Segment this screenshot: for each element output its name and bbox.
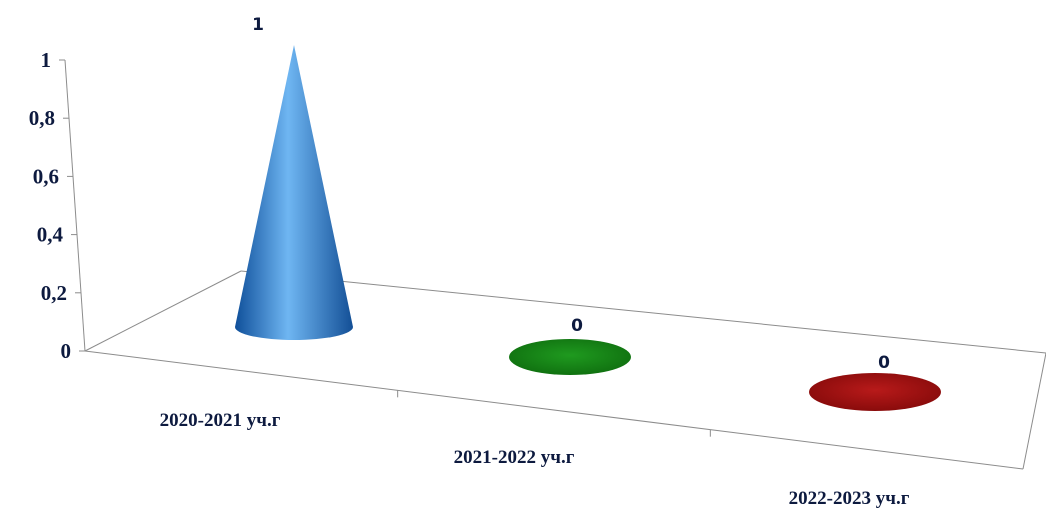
y-tick-label: 0,8 (29, 106, 55, 130)
floor-left-edge (84, 270, 242, 352)
category-label: 2021-2022 уч.г (454, 447, 575, 468)
data-labels: 1 0 0 (252, 15, 890, 373)
floor-front-edge (84, 350, 1024, 470)
y-tick-label: 1 (41, 48, 52, 72)
series-marks (235, 45, 941, 411)
y-axis-line (64, 59, 86, 352)
category-labels: 2020-2021 уч.г 2021-2022 уч.г 2022-2023 уч… (160, 410, 910, 509)
y-tick-label: 0,6 (33, 164, 59, 188)
cone-body (235, 45, 353, 340)
y-tick-label: 0 (61, 339, 72, 363)
cone-bar (235, 45, 353, 340)
category-label: 2020-2021 уч.г (160, 410, 281, 431)
data-label: 0 (571, 316, 583, 336)
cone-base-disc (509, 339, 631, 375)
y-axis-ticks: 0 0,2 0,4 0,6 0,8 1 (29, 48, 85, 363)
floor-back-edge (240, 270, 1046, 354)
y-tick-label: 0,4 (37, 223, 64, 247)
cone-base-disc (809, 373, 941, 411)
x-axis-ticks (397, 390, 711, 437)
data-label: 1 (252, 15, 264, 35)
y-tick-label: 0,2 (41, 281, 67, 305)
category-label: 2022-2023 уч.г (789, 488, 910, 509)
data-label: 0 (878, 353, 890, 373)
floor-right-edge (1022, 352, 1046, 470)
axes (64, 59, 1046, 470)
